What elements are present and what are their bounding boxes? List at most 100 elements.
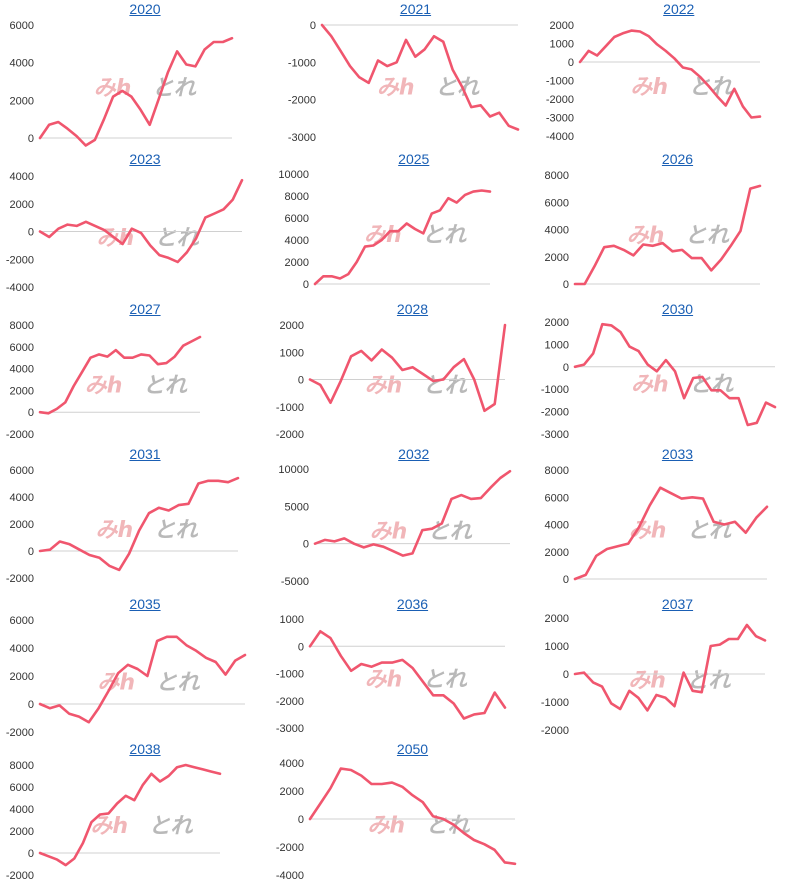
y-tick-label: 6000 <box>545 492 569 504</box>
y-tick-label: -2000 <box>6 429 34 441</box>
watermark-text: みh <box>365 668 403 693</box>
y-tick-label: -3000 <box>541 429 569 441</box>
y-tick-label: 6000 <box>10 782 34 794</box>
series-line <box>38 763 222 867</box>
y-tick-label: 4000 <box>10 643 34 655</box>
line-chart: みh とれ 8000 6000 4000 2000 0 <box>545 465 769 586</box>
watermark-text: とれ <box>428 519 473 544</box>
y-tick-label: 0 <box>28 133 34 145</box>
y-tick-label: 0 <box>298 814 304 826</box>
y-tick-label: 6000 <box>285 213 309 225</box>
watermark-text: みh <box>370 519 408 544</box>
chart-title-link[interactable]: 2050 <box>396 741 429 757</box>
series-line <box>320 23 520 131</box>
line-chart: みh とれ 2000 1000 0 -1000 -2000 -3000 <box>541 317 777 441</box>
chart-panel: みh とれ 4000 2000 0 -2000 -4000 2050 <box>270 740 535 883</box>
y-tick-label: -4000 <box>546 131 574 143</box>
y-tick-label: 6000 <box>10 465 34 477</box>
y-tick-label: 2000 <box>280 786 304 798</box>
y-tick-label: 2000 <box>545 317 569 329</box>
chart-panel: みh とれ 8000 6000 4000 2000 0 -2000 2038 <box>0 740 270 883</box>
y-tick-label: 0 <box>298 641 304 653</box>
y-tick-label: 2000 <box>285 257 309 269</box>
chart-panel: みh とれ 10000 8000 6000 4000 2000 0 2025 <box>270 150 535 300</box>
chart-panel: みh とれ 6000 4000 2000 0 -2000 2035 <box>0 595 270 745</box>
watermark-text: とれ <box>143 374 188 399</box>
y-tick-label: -2000 <box>276 696 304 708</box>
y-tick-label: -2000 <box>6 870 34 882</box>
y-tick-label: 8000 <box>285 191 309 203</box>
chart-title-link[interactable]: 2037 <box>661 596 694 612</box>
chart-title-link[interactable]: 2033 <box>661 446 694 462</box>
chart-title-link[interactable]: 2028 <box>396 301 429 317</box>
watermark-text: みh <box>95 518 133 543</box>
watermark-text: とれ <box>423 668 468 693</box>
y-tick-label: -3000 <box>288 132 316 144</box>
watermark-text: みh <box>377 75 415 100</box>
series-line <box>38 635 247 724</box>
y-tick-label: -1000 <box>541 697 569 709</box>
y-tick-label: 1000 <box>545 339 569 351</box>
y-tick-label: 6000 <box>545 197 569 209</box>
chart-title-link[interactable]: 2036 <box>396 596 429 612</box>
chart-title-link[interactable]: 2025 <box>398 151 430 167</box>
y-tick-label: 4000 <box>280 758 304 770</box>
chart-title-link[interactable]: 2022 <box>663 1 695 17</box>
watermark-text: とれ <box>155 670 200 695</box>
line-chart: みh とれ0-1000-2000-3000 <box>288 20 520 144</box>
y-tick-label: 5000 <box>285 501 309 513</box>
watermark-text: みh <box>85 374 123 399</box>
y-tick-label: 1000 <box>280 347 304 359</box>
chart-panel: みh とれ 1000 0 -1000 -2000 -3000 2036 <box>270 595 535 745</box>
watermark-text: みh <box>367 813 405 838</box>
chart-panel: みh とれ 2000 1000 0 -1000 -2000 2037 <box>535 595 800 745</box>
y-tick-label: 0 <box>28 848 34 860</box>
y-tick-label: 2000 <box>545 613 569 625</box>
y-tick-label: 0 <box>298 375 304 387</box>
y-tick-label: 2000 <box>10 519 34 531</box>
series-line <box>573 322 777 427</box>
y-tick-label: -2000 <box>6 573 34 585</box>
y-tick-label: 0 <box>563 362 569 374</box>
y-tick-label: -5000 <box>281 576 309 588</box>
y-tick-label: 10000 <box>278 464 309 476</box>
y-tick-label: 1000 <box>545 641 569 653</box>
line-chart: みh とれ 10000 5000 0 -5000 <box>278 464 512 588</box>
chart-title-link[interactable]: 2038 <box>129 741 161 757</box>
series-line <box>578 29 762 119</box>
chart-title-link[interactable]: 2021 <box>399 1 432 17</box>
watermark-text: とれ <box>685 224 730 249</box>
y-tick-label: 0 <box>303 279 309 291</box>
y-tick-label: 6000 <box>10 342 34 354</box>
watermark-text: みh <box>631 372 669 397</box>
y-tick-label: 2000 <box>10 826 34 838</box>
chart-panel: みh とれ 10000 5000 0 -5000 2032 <box>270 445 535 595</box>
chart-panel: みh とれ 8000 6000 4000 2000 0 2033 <box>535 445 800 595</box>
y-tick-label: 0 <box>310 20 316 32</box>
watermark-text: とれ <box>686 668 731 693</box>
y-tick-label: 2000 <box>545 252 569 264</box>
y-tick-label: 2000 <box>545 547 569 559</box>
y-tick-label: 8000 <box>10 320 34 332</box>
chart-title-link[interactable]: 2030 <box>661 301 694 317</box>
watermark-text: とれ <box>425 813 470 838</box>
chart-title-link[interactable]: 2023 <box>129 151 161 167</box>
y-tick-label: -2000 <box>276 429 304 441</box>
chart-title-link[interactable]: 2031 <box>129 446 161 462</box>
chart-title-link[interactable]: 2035 <box>129 596 161 612</box>
line-chart: みh とれ 4000 2000 0 -2000 -4000 <box>276 758 517 882</box>
y-tick-label: 4000 <box>10 364 34 376</box>
chart-title-link[interactable]: 2026 <box>661 151 694 167</box>
y-tick-label: -1000 <box>541 384 569 396</box>
series-line <box>573 184 762 286</box>
watermark-text: みh <box>630 75 668 100</box>
chart-title-link[interactable]: 2032 <box>398 446 430 462</box>
chart-title-link[interactable]: 2020 <box>129 1 161 17</box>
y-tick-label: -2000 <box>541 407 569 419</box>
y-tick-label: 4000 <box>10 492 34 504</box>
chart-title-link[interactable]: 2027 <box>129 301 161 317</box>
